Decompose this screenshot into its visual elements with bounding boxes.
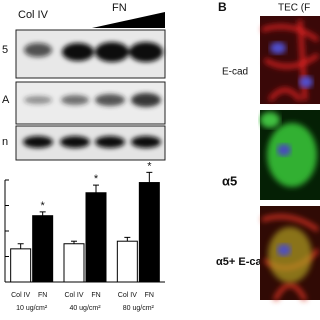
bar-chart: 10 ug/cm² Col IV FN * 40 ug/cm² Col IV FN * 80 u…	[4, 160, 165, 312]
row-label: α5	[222, 173, 237, 188]
bar-label: Col IV	[11, 292, 30, 299]
blot-3	[15, 125, 166, 161]
bar-label: FN	[145, 292, 154, 299]
panel-title: TEC (F	[278, 3, 310, 14]
significance: *	[94, 173, 99, 185]
category-label: 80 ug/cm²	[123, 305, 155, 312]
significance: *	[41, 200, 46, 212]
blot-label: 5	[2, 44, 8, 56]
bar	[32, 215, 54, 283]
row-label: α5+ E-cad	[216, 256, 268, 268]
blot-label: A	[2, 94, 10, 106]
lane-label: Col IV	[18, 9, 49, 21]
category-label: 10 ug/cm²	[16, 305, 48, 312]
row-label: E-cad	[222, 67, 248, 78]
dose-wedge	[92, 12, 165, 28]
blot-label: n	[2, 136, 8, 148]
bar-label: FN	[91, 292, 100, 299]
bar	[138, 182, 160, 283]
lane-label: FN	[112, 2, 127, 14]
image-ecad	[260, 16, 320, 104]
bar-label: FN	[38, 292, 47, 299]
bar	[116, 240, 138, 283]
blot-2	[15, 81, 166, 125]
image-merge	[260, 206, 320, 301]
bar	[10, 248, 32, 283]
bar-label: Col IV	[118, 292, 137, 299]
panel-label: B	[218, 0, 227, 14]
category-label: 40 ug/cm²	[69, 305, 101, 312]
bar	[85, 192, 107, 283]
image-alpha5	[260, 110, 320, 200]
bar	[63, 243, 85, 283]
significance: *	[147, 160, 152, 172]
blot-1	[15, 29, 166, 79]
bar-label: Col IV	[64, 292, 83, 299]
